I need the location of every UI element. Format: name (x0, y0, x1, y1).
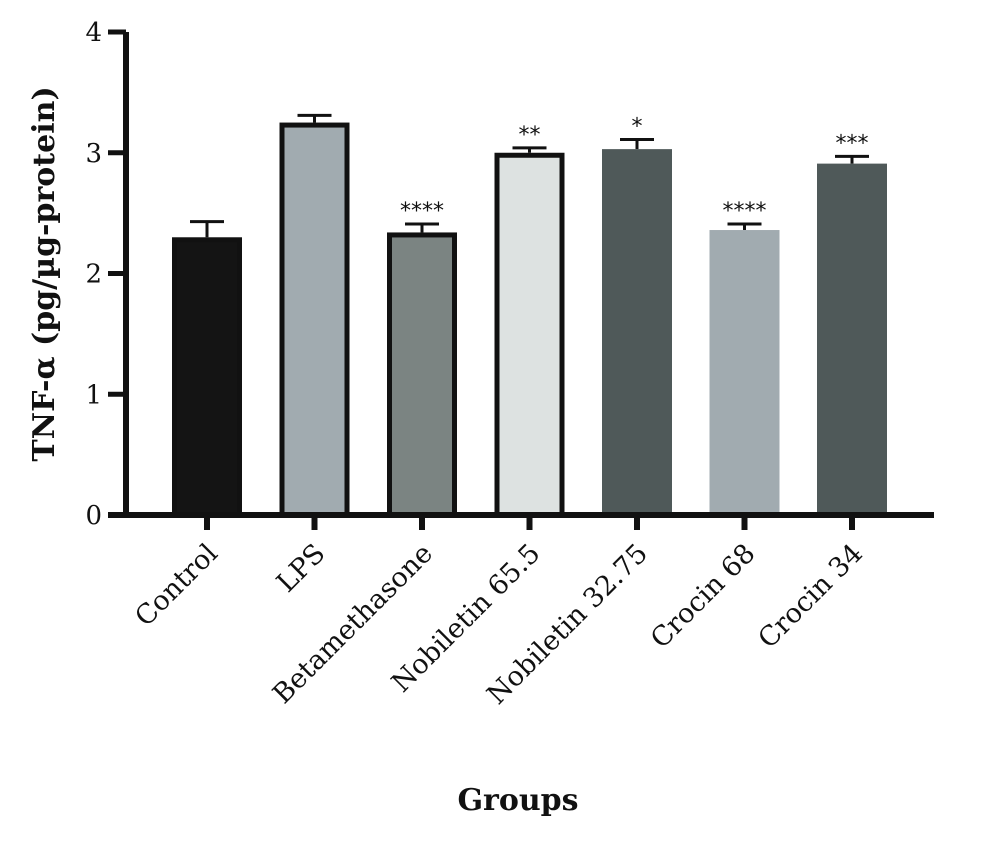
significance-label: **** (400, 199, 444, 224)
category-label: Control (129, 538, 224, 633)
bar (494, 152, 565, 518)
significance-label: *** (836, 131, 869, 156)
category-label: LPS (271, 538, 332, 599)
y-axis-title: TNF-α (pg/µg-protein) (27, 86, 62, 461)
y-tick-label: 2 (85, 260, 102, 290)
x-axis-title: Groups (457, 783, 578, 818)
y-tick-label: 4 (85, 18, 102, 48)
bar (817, 163, 887, 515)
y-tick-label: 3 (85, 139, 102, 169)
bar (387, 232, 457, 518)
bar (709, 230, 780, 515)
y-tick-label: 1 (85, 380, 102, 410)
significance-label: * (632, 114, 643, 139)
category-label: Crocin 34 (752, 538, 869, 655)
y-tick-label: 0 (85, 501, 102, 531)
bar (602, 149, 672, 515)
bars-layer: ****** ******** (172, 113, 887, 518)
category-label: Crocin 68 (645, 538, 762, 655)
significance-label: ** (519, 123, 541, 148)
significance-label: **** (723, 199, 767, 224)
bar (279, 122, 350, 518)
bar (172, 237, 242, 518)
